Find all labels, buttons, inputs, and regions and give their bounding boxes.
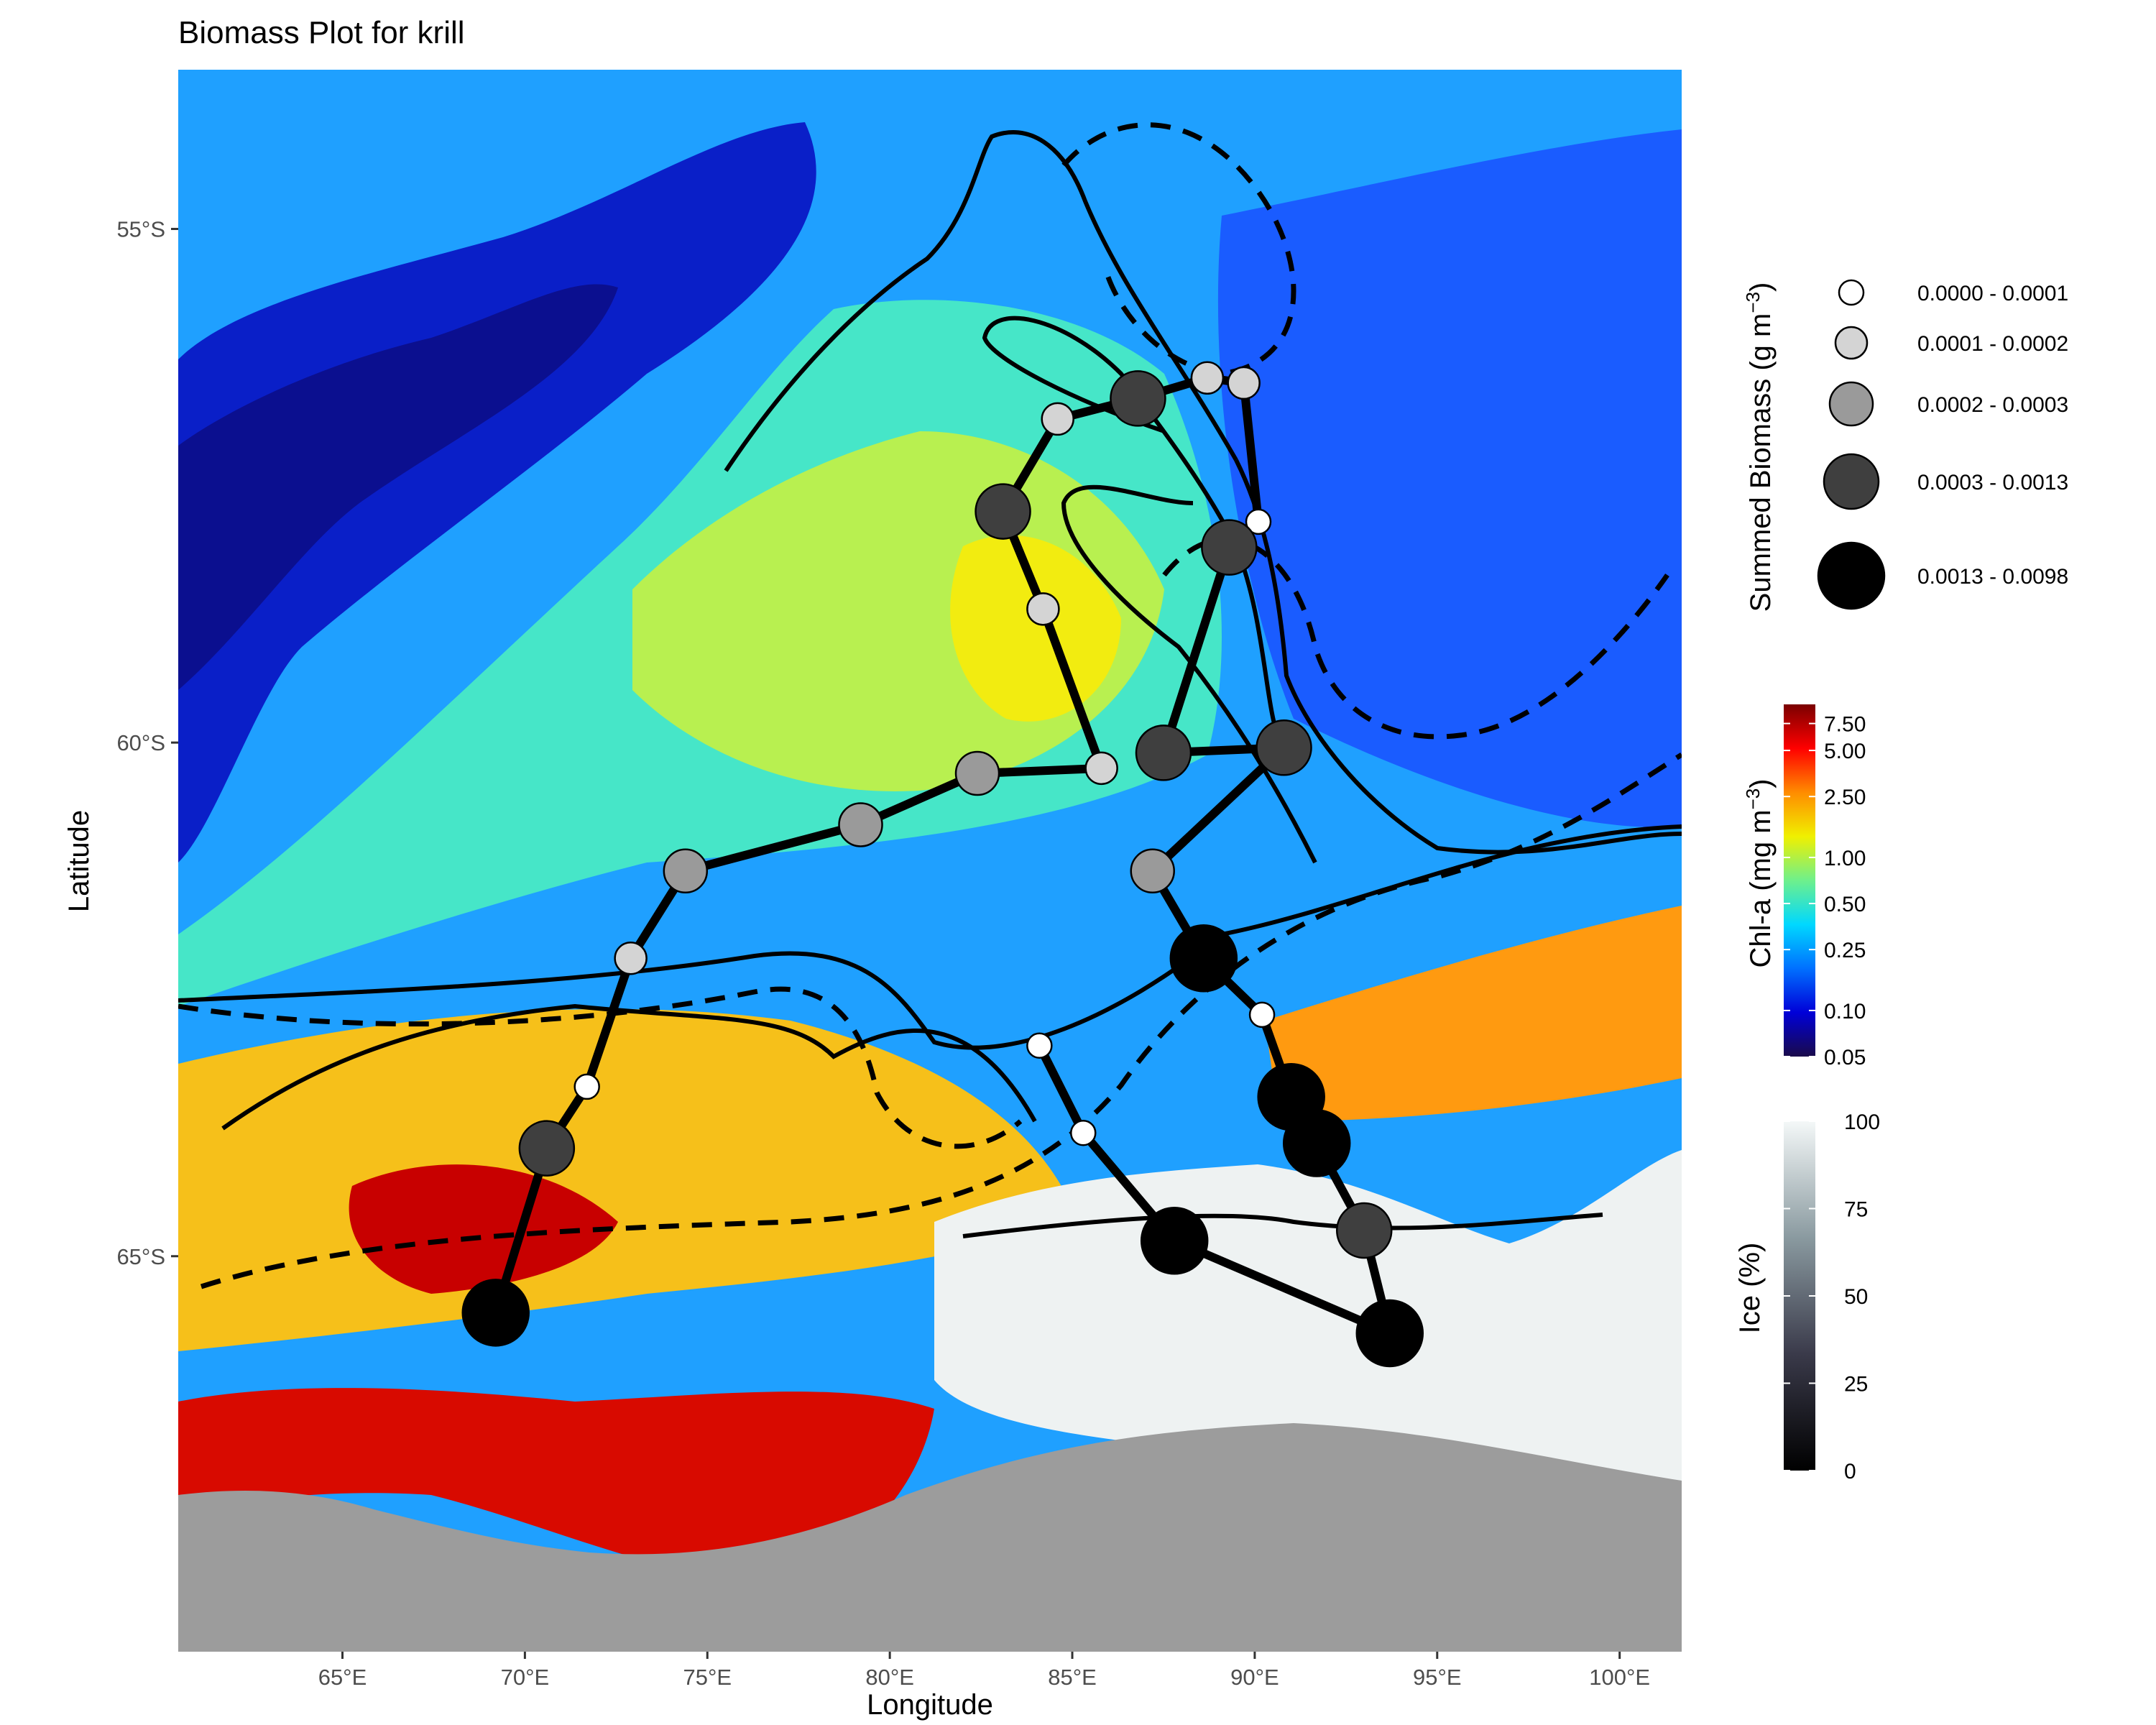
ice-legend-ticks: 100 75 50 25 0 [1784,1110,1880,1484]
biomass-station-point [573,1073,600,1100]
biomass-legend-key [1823,453,1880,510]
chla-colorbar [1784,704,1815,1057]
biomass-station-point [1201,519,1258,576]
biomass-station-point [1169,924,1238,993]
x-axis: 65°E 70°E 75°E 80°E 85°E 90°E 95°E 100°E [318,1652,1650,1690]
x-tick-label: 90°E [1230,1665,1279,1690]
x-tick-label: 65°E [318,1665,367,1690]
biomass-legend-key [1828,381,1874,427]
biomass-station-point [1084,751,1118,786]
ice-tick-label: 75 [1844,1198,1868,1222]
sea-ice-region [934,1150,1682,1509]
x-tick-label: 80°E [865,1665,914,1690]
biomass-station-point [1026,592,1060,626]
y-tick-label: 60°S [116,730,165,755]
biomass-station-point [1041,402,1074,436]
biomass-legend-keys: 0.0000 - 0.0001 0.0001 - 0.0002 0.0002 - 0… [1817,279,2068,610]
biomass-station-point [1248,1001,1276,1029]
biomass-legend: Summed Biomass (g m−3) 0.0000 - 0.00010.… [1742,279,2068,612]
ice-tick-label: 50 [1844,1285,1868,1309]
chla-tick-label: 5.00 [1824,740,1866,763]
antarctic-land [178,1423,1682,1652]
biomass-station-point [975,483,1031,540]
biomass-station-point [1135,724,1192,781]
front-line [962,1213,1603,1238]
biomass-legend-key [1838,279,1865,306]
frontal-dashed-line [200,753,1682,1289]
frontal-dashed-line [178,986,1023,1149]
east-blue-region [1217,129,1682,828]
east-warm-band [1265,906,1682,1121]
biomass-station-point [1245,508,1272,535]
high-chla-west [349,1164,618,1294]
chla-tick-label: 0.10 [1824,1000,1866,1024]
x-tick-label: 95°E [1413,1665,1462,1690]
biomass-station-point [614,942,648,975]
chla-tick-label: 0.50 [1824,893,1866,916]
chla-tick-label: 0.25 [1824,939,1866,962]
biomass-station-point [461,1279,530,1347]
ice-legend-title: Ice (%) [1734,1243,1766,1334]
biomass-legend-title: Summed Biomass (g m−3) [1742,282,1777,612]
low-chla-region [178,122,816,862]
chla-tick-label: 1.00 [1824,847,1866,870]
y-axis-title: Latitude [63,810,95,912]
map-panel [178,70,1682,1652]
chla-legend-title: Chl-a (mg m−3) [1742,778,1777,967]
plot-title: Biomass Plot for krill [178,15,465,50]
high-chla-south [178,1388,934,1581]
biomass-legend-label: 0.0003 - 0.0013 [1917,471,2068,494]
biomass-station-point [1026,1032,1053,1059]
biomass-station-point [1130,848,1175,894]
biomass-station-point [1190,361,1225,395]
biomass-station-point [1335,1202,1393,1259]
biomass-station-point [1110,370,1166,427]
x-tick-label: 85°E [1048,1665,1097,1690]
biomass-station-point [1256,719,1312,776]
ice-tick-label: 0 [1844,1460,1856,1484]
chla-tick-label: 2.50 [1824,786,1866,809]
x-tick-label: 75°E [683,1665,732,1690]
station-track-line [492,373,1394,1338]
chla-tick-label: 7.50 [1824,713,1866,737]
front-line [221,1003,1037,1131]
biomass-station-point [838,802,883,847]
ice-tick-label: 25 [1844,1373,1868,1397]
y-tick-label: 55°S [116,217,165,242]
biomass-stations [461,361,1424,1368]
biomass-station-point [1282,1109,1351,1177]
biomass-legend-label: 0.0002 - 0.0003 [1917,393,2068,417]
biomass-station-point [954,750,1000,796]
frontal-dashed-line [1162,536,1669,740]
ice-tick-label: 100 [1844,1110,1880,1134]
chla-tick-label: 0.05 [1824,1046,1866,1070]
biomass-legend-key [1834,326,1869,360]
station-track [492,373,1394,1338]
biomass-station-point [1355,1299,1424,1368]
y-tick-label: 65°S [116,1244,165,1269]
x-tick-label: 70°E [501,1665,550,1690]
chla-legend: Chl-a (mg m−3) 7.50 5.00 2.50 1.00 0.50 0.25 0… [1742,704,1866,1070]
yellow-chla-patch [950,535,1121,722]
biomass-station-point [663,848,709,894]
biomass-station-point [1227,366,1261,400]
track-loop [982,316,1281,742]
ice-legend: Ice (%) 100 75 50 25 0 [1734,1110,1880,1484]
biomass-legend-key [1817,541,1886,610]
x-tick-label: 100°E [1589,1665,1650,1690]
biomass-legend-label: 0.0000 - 0.0001 [1917,282,2068,305]
chla-legend-ticks: 7.50 5.00 2.50 1.00 0.50 0.25 0.10 0.05 [1784,713,1866,1070]
front-line [1234,459,1682,855]
biomass-legend-label: 0.0001 - 0.0002 [1917,332,2068,356]
front-line [724,130,1238,472]
biomass-station-point [1140,1207,1209,1275]
very-low-chla-region [178,284,618,690]
biomass-station-point [1070,1119,1097,1146]
biomass-station-point [518,1120,576,1177]
y-axis: 55°S 60°S 65°S [116,217,178,1269]
x-axis-title: Longitude [867,1689,993,1721]
biomass-legend-label: 0.0013 - 0.0098 [1917,565,2068,589]
